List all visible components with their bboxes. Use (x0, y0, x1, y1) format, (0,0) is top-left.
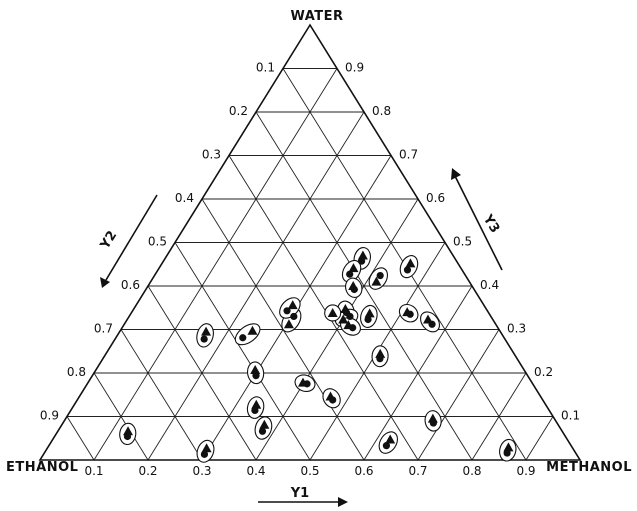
triangle-marker (375, 348, 386, 358)
triangle-marker (287, 300, 298, 310)
circle-marker (346, 270, 354, 278)
circle-marker (346, 312, 354, 321)
data-points (119, 247, 517, 463)
triangle-outline (38, 23, 582, 461)
tick-label: 0.5 (453, 235, 472, 249)
tick-label: 0.4 (246, 464, 265, 478)
grid-line (471, 372, 527, 461)
circle-marker (290, 312, 298, 321)
y3-tick-labels: 0.9 0.8 0.7 0.6 0.5 0.4 0.3 0.2 0.1 (345, 61, 580, 423)
corner-label-water: WATER (290, 9, 343, 24)
circle-marker (364, 315, 372, 324)
triangle-marker (250, 364, 261, 374)
circle-marker (350, 285, 358, 294)
tick-label: 0.7 (408, 464, 427, 478)
circle-marker (200, 335, 208, 343)
tick-label: 0.6 (121, 278, 140, 292)
tick-label: 0.4 (480, 278, 499, 292)
y1-axis-label: Y1 (290, 486, 309, 501)
circle-marker (403, 266, 412, 274)
triangle-marker (327, 307, 338, 317)
triangle-marker (503, 442, 514, 452)
circle-marker (258, 427, 267, 435)
grid-line (66, 416, 95, 461)
grid-line (93, 372, 149, 461)
tick-label: 0.9 (345, 61, 364, 75)
grid-lines (66, 68, 554, 461)
triangle-marker (201, 443, 212, 453)
tick-label: 0.3 (507, 322, 526, 336)
tick-label: 0.1 (84, 464, 103, 478)
triangle-marker (251, 399, 262, 409)
circle-marker (200, 450, 209, 458)
triangle-marker (385, 434, 396, 444)
circle-marker (349, 324, 357, 332)
tick-label: 0.2 (138, 464, 157, 478)
circle-marker (428, 320, 436, 328)
y1-tick-labels: 0.1 0.2 0.3 0.4 0.5 0.6 0.7 0.8 0.9 (84, 464, 535, 478)
grid-line (174, 242, 311, 461)
y2-arrow (100, 194, 158, 288)
circle-marker (429, 419, 437, 427)
triangle-frame (38, 23, 582, 461)
tick-label: 0.1 (256, 61, 275, 75)
circle-marker (406, 310, 414, 318)
grid-line (147, 285, 257, 461)
circle-marker (239, 334, 247, 342)
tick-label: 0.9 (516, 464, 535, 478)
grid-line (93, 68, 338, 461)
tick-label: 0.2 (229, 104, 248, 118)
tick-label: 0.9 (40, 409, 59, 423)
triangle-marker (357, 250, 368, 260)
triangle-marker (283, 319, 294, 329)
triangle-marker (338, 314, 349, 324)
triangle-marker (259, 419, 270, 429)
y3-arrow (451, 168, 503, 271)
tick-label: 0.3 (202, 148, 221, 162)
tick-label: 0.6 (426, 191, 445, 205)
circle-marker (376, 355, 384, 363)
grid-line (363, 285, 473, 461)
tick-label: 0.8 (462, 464, 481, 478)
circle-marker (283, 307, 291, 315)
tick-label: 0.5 (300, 464, 319, 478)
triangle-marker (364, 308, 375, 318)
y1-arrow (258, 497, 348, 507)
y2-tick-labels: 0.1 0.2 0.3 0.4 0.5 0.6 0.7 0.8 0.9 (40, 61, 275, 423)
corner-label-ethanol: ETHANOL (6, 460, 78, 475)
grid-line (525, 416, 554, 461)
tick-label: 0.7 (399, 148, 418, 162)
tick-label: 0.7 (94, 322, 113, 336)
y2-axis-label: Y2 (97, 228, 120, 252)
triangle-marker (123, 426, 134, 436)
circle-marker (251, 406, 259, 415)
tick-label: 0.4 (175, 191, 194, 205)
grid-line (417, 329, 500, 461)
tick-label: 0.2 (534, 365, 553, 379)
circle-marker (376, 271, 384, 280)
tick-label: 0.3 (192, 464, 211, 478)
circle-marker (252, 372, 260, 380)
circle-marker (357, 257, 366, 265)
tick-label: 0.8 (372, 104, 391, 118)
circle-marker (329, 396, 337, 404)
tick-label: 0.6 (354, 464, 373, 478)
point-pair-loop (234, 323, 261, 346)
triangle-marker (201, 326, 212, 336)
circle-marker (503, 449, 511, 457)
circle-marker (123, 432, 132, 441)
triangle-marker (405, 258, 416, 268)
triangle-marker (247, 325, 258, 335)
corner-label-methanol: METHANOL (546, 460, 632, 475)
circle-marker (303, 380, 311, 388)
tick-label: 0.1 (561, 409, 580, 423)
grid-line (120, 329, 203, 461)
grid-line (228, 155, 419, 461)
circle-marker (382, 442, 391, 450)
tick-label: 0.5 (148, 235, 167, 249)
triangle-marker (348, 263, 359, 273)
triangle-marker (371, 276, 382, 286)
tick-label: 0.8 (67, 365, 86, 379)
